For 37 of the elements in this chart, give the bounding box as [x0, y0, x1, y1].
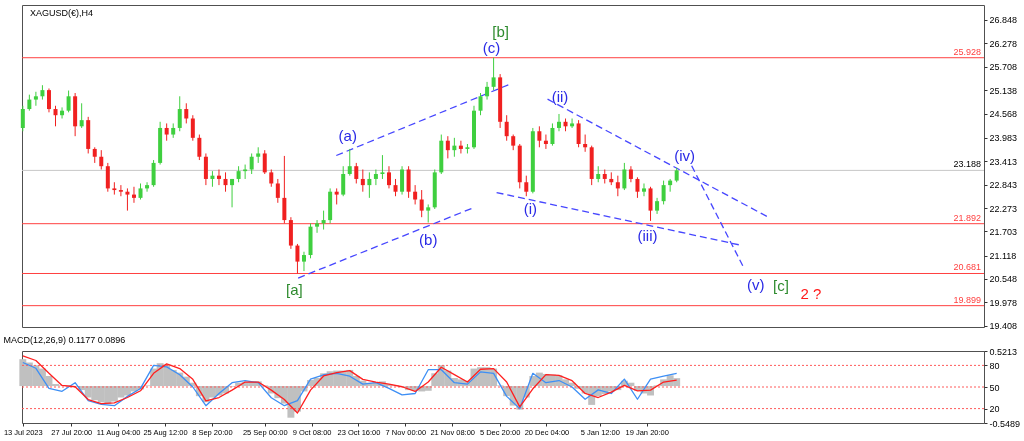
y-tick-label: 23.983	[989, 133, 1018, 144]
annotation: (v)	[747, 275, 765, 293]
y-tick-label: 25.708	[989, 62, 1018, 73]
annotation: [a]	[286, 280, 303, 298]
annotation: (i)	[523, 200, 537, 218]
y-tick-label: 23.413	[989, 156, 1018, 167]
annotation: 2 ?	[800, 284, 822, 302]
y-tick-label: 26.848	[989, 15, 1018, 26]
y-tick-label: -0.5489	[989, 418, 1021, 429]
y-tick-label: 19.408	[989, 321, 1018, 332]
chart-title: XAGUSD(€),H4	[30, 8, 94, 18]
y2-tick-label: 50	[989, 382, 1000, 393]
y-tick-label: 22.843	[989, 180, 1018, 191]
annotation: [c]	[773, 277, 789, 295]
annotation: (a)	[338, 126, 357, 144]
chart-title: MACD(12,26,9) 0.1177 0.0896	[3, 335, 126, 345]
y-tick-label: 26.278	[989, 38, 1018, 49]
y-tick-label: 21.118	[989, 251, 1017, 262]
y-tick-label: 20.548	[989, 274, 1018, 285]
annotation: (ii)	[551, 87, 569, 105]
y-tick-label: 25.138	[989, 85, 1018, 96]
y-tick-label: 19.978	[989, 297, 1018, 308]
annotation: (iv)	[674, 146, 696, 164]
annotation: (b)	[419, 230, 438, 248]
ref-line-label: 25.928	[953, 46, 981, 57]
y-tick-label: 21.703	[989, 226, 1018, 237]
y-tick-label: 0.5213	[989, 346, 1018, 357]
ref-line-label: 21.892	[953, 212, 981, 223]
y-tick-label: 24.568	[989, 109, 1018, 120]
y2-tick-label: 80	[989, 360, 1000, 371]
ref-line-label: 19.899	[953, 294, 981, 305]
y2-tick-label: 20	[989, 404, 1000, 415]
y-tick-label: 22.273	[989, 203, 1018, 214]
ref-line-label: 20.681	[953, 262, 981, 273]
annotation: (iii)	[637, 226, 658, 244]
annotation: [b]	[492, 22, 509, 40]
ref-line-label: 23.188	[953, 159, 981, 170]
